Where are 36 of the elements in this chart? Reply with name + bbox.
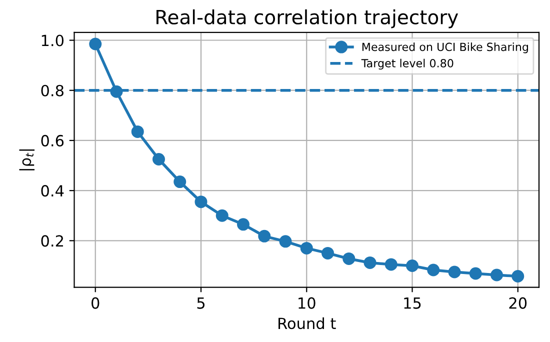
y-tick-label: 1.0 (42, 34, 64, 46)
point (89, 38, 102, 50)
point (216, 209, 228, 222)
legend-label: Target level 0.80 (361, 58, 454, 70)
point (131, 125, 144, 138)
point (384, 258, 398, 271)
point (174, 176, 186, 188)
y-tick-label: 0.6 (41, 134, 64, 146)
point (364, 256, 376, 269)
y-tick-label: 0.8 (41, 84, 64, 96)
x-tick-label: 20 (509, 297, 527, 309)
point (152, 153, 165, 166)
y-tick-label: 0.2 (41, 235, 63, 247)
point (194, 196, 208, 208)
point (237, 218, 250, 231)
point (279, 235, 292, 248)
x-tick-label: 10 (298, 297, 316, 309)
x-tick-label: 0 (92, 297, 100, 309)
y-axis-title: |ρ$_{t}$| (19, 149, 35, 170)
y-tick-label: 0.4 (41, 185, 64, 197)
x-tick-label: 15 (404, 297, 421, 309)
point (258, 230, 271, 242)
point (469, 267, 482, 280)
point (448, 266, 461, 278)
point (322, 246, 334, 260)
point (427, 264, 440, 276)
x-axis-title: Round t (278, 317, 336, 330)
x-tick-label: 5 (197, 297, 205, 309)
point (512, 270, 524, 283)
chart-title: Real-data correlation trajectory (156, 9, 458, 28)
point (490, 268, 503, 282)
point (300, 242, 313, 254)
point (342, 252, 356, 265)
legend-label: Measured on UCI Bike Sharing (362, 42, 528, 54)
point (110, 85, 123, 98)
point (406, 259, 418, 272)
